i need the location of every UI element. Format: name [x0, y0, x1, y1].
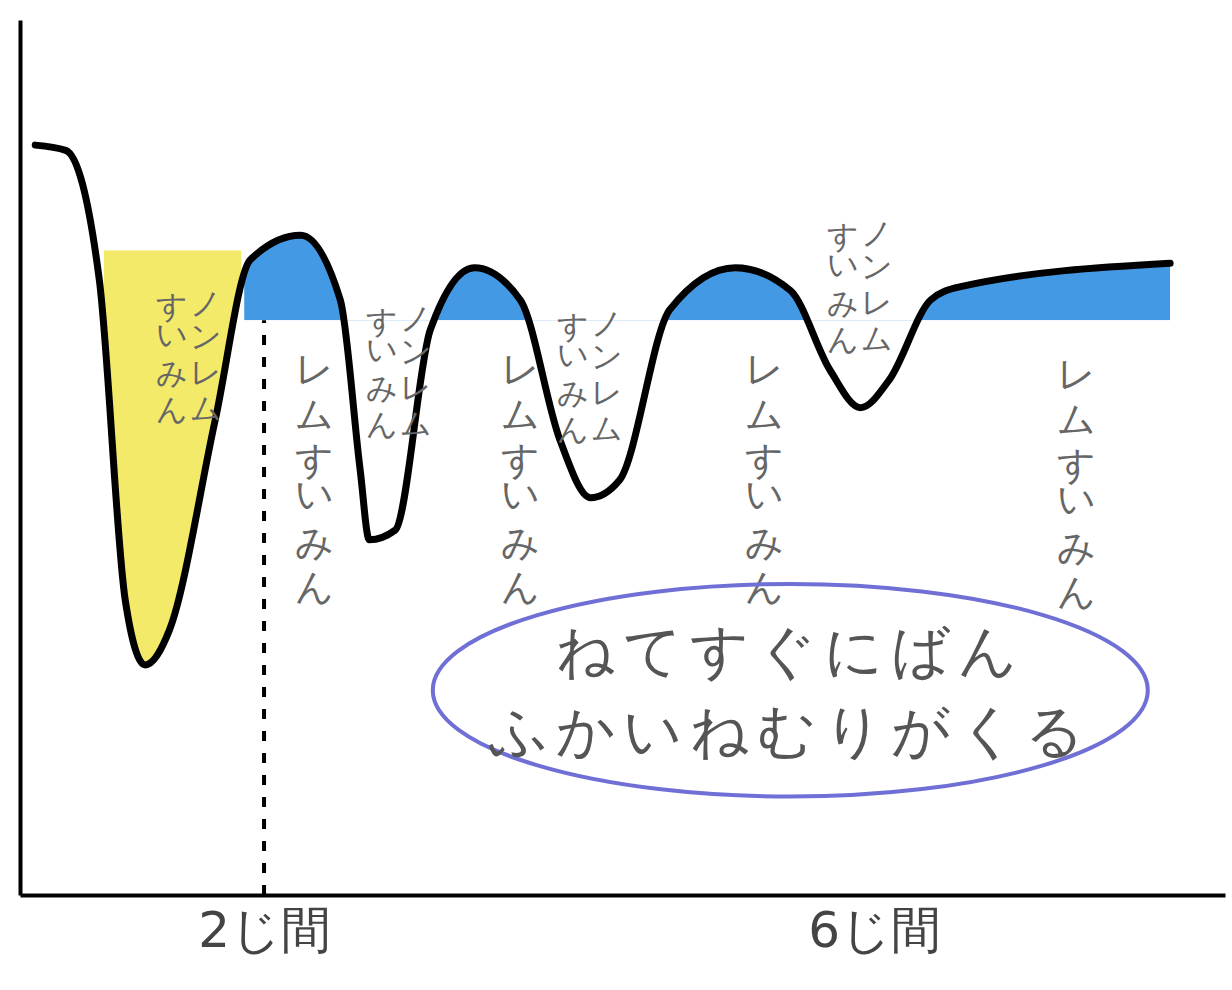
sleep-curve: [35, 145, 1170, 665]
shading-group: [244, 145, 1170, 320]
annotation: レムすいみん: [1054, 335, 1098, 610]
marker-line: [262, 320, 266, 895]
plot-area: [35, 145, 1170, 895]
annotation: レムすいみん: [292, 330, 336, 605]
annotation: レムすいみん: [742, 330, 786, 605]
y-axis: [20, 21, 21, 896]
chart: ノンレムすいみんレムすいみんノンレムすいみんレムすいみんノンレムすいみんレムすい…: [0, 0, 1232, 990]
shaded-region: [244, 145, 1170, 320]
x-tick: 6じ間: [808, 895, 941, 959]
note-text: ふかいねむりがくる: [488, 697, 1092, 765]
annotation: ノンレム: [589, 290, 625, 441]
annotations: ノンレムすいみんレムすいみんノンレムすいみんレムすいみんノンレムすいみんレムすい…: [154, 200, 1097, 610]
note: ねてすぐにばんふかいねむりがくる: [433, 584, 1148, 797]
annotation: ノンレム: [859, 200, 895, 351]
note-text: ねてすぐにばん: [556, 617, 1025, 685]
annotation: すいみん: [154, 270, 190, 424]
x-tick: 2じ間: [198, 895, 331, 959]
annotation: すいみん: [555, 290, 591, 444]
annotation: すいみん: [365, 285, 401, 439]
x-tick-label: 6じ間: [808, 901, 941, 959]
x-axis-line: [21, 894, 1226, 898]
x-axis: 2じ間 6じ間: [21, 895, 1226, 959]
annotation: ノンレム: [188, 270, 224, 421]
note-outline: [433, 584, 1148, 797]
annotation: ノンレム: [399, 285, 435, 436]
y-axis-line: [19, 21, 23, 896]
x-tick-label: 2じ間: [198, 901, 331, 959]
shading-group: [104, 250, 241, 665]
annotation: レムすいみん: [498, 330, 542, 605]
annotation: すいみん: [825, 200, 861, 354]
shaded-region: [104, 250, 241, 665]
